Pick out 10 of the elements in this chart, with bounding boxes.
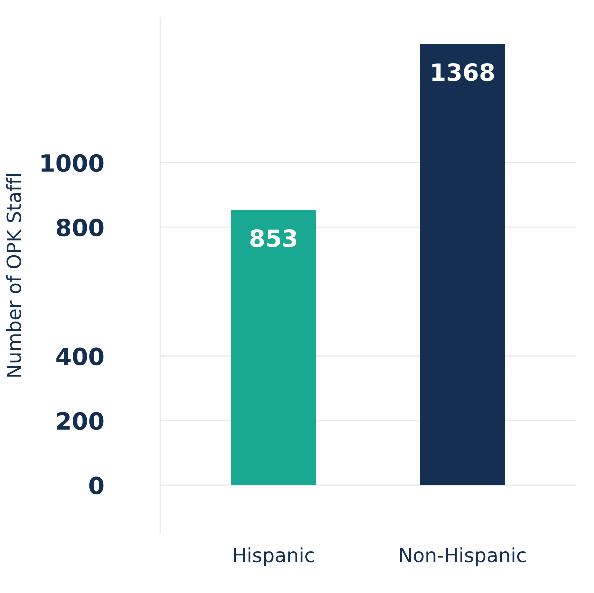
y-tick-label: 1000 bbox=[42, 154, 104, 172]
x-tick-label: Hispanic bbox=[234, 548, 314, 566]
data-label: 1368 bbox=[432, 63, 494, 82]
x-tick-label: Non-Hispanic bbox=[400, 548, 526, 566]
y-tick-label: 400 bbox=[56, 348, 104, 366]
y-tick-label: 800 bbox=[56, 218, 104, 237]
y-tick-label: 200 bbox=[57, 412, 104, 430]
y-axis-title: Number of OPK Staffl bbox=[6, 174, 22, 377]
data-label: 853 bbox=[250, 230, 297, 248]
y-tick-label: 0 bbox=[90, 476, 104, 495]
